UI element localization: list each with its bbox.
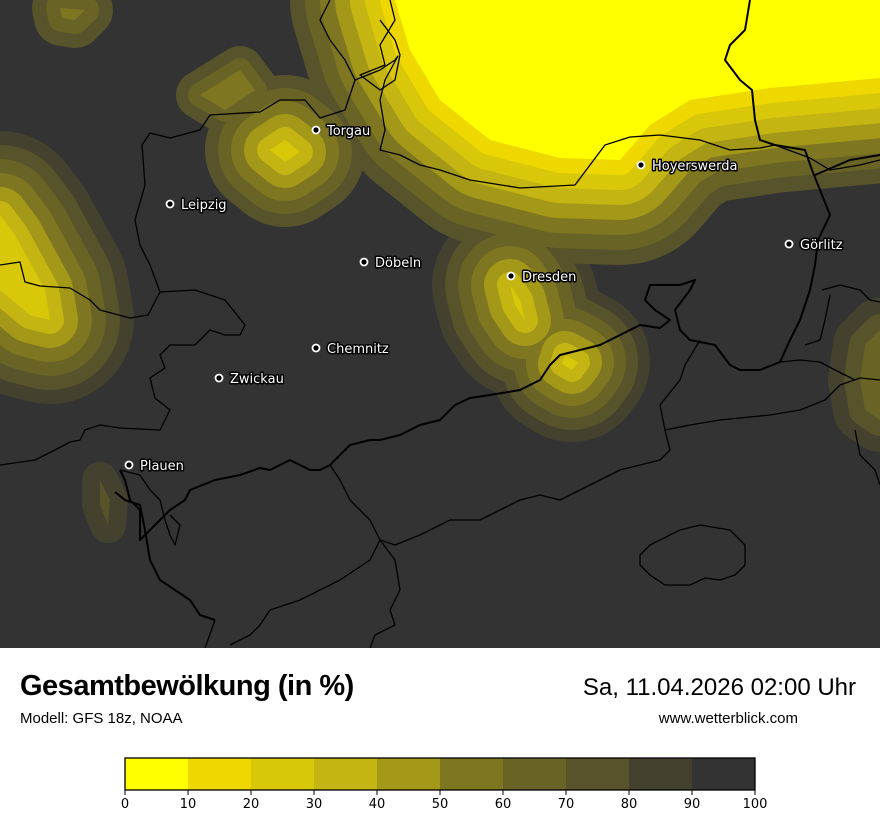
region-border: [854, 429, 880, 486]
cloud-contour-band: [100, 480, 110, 525]
legend-swatch: [188, 758, 252, 790]
city-döbeln: Döbeln: [359, 255, 423, 273]
legend-tick-label: 50: [432, 797, 449, 812]
city-torgau: Torgau: [311, 123, 372, 141]
city-dot-icon: [311, 125, 321, 135]
city-dot-icon: [359, 257, 369, 267]
legend-tick-label: 0: [121, 797, 129, 812]
legend-swatch: [566, 758, 630, 790]
city-plauen: Plauen: [124, 458, 185, 476]
legend-tick-label: 30: [306, 797, 323, 812]
country-border: [119, 469, 181, 546]
cloud-contour-band: [60, 8, 85, 20]
legend-tick-label: 60: [495, 797, 512, 812]
city-label: Hoyerswerda: [652, 159, 738, 174]
legend-swatch: [314, 758, 378, 790]
city-hoyerswerda: Hoyerswerda: [636, 158, 739, 176]
city-label: Dresden: [522, 270, 576, 285]
region-border: [804, 294, 831, 346]
legend-tick-label: 10: [180, 797, 197, 812]
city-dot-icon: [636, 160, 646, 170]
region-border: [204, 619, 216, 648]
city-label: Chemnitz: [327, 342, 389, 357]
region-border: [329, 339, 701, 546]
city-dresden: Dresden: [506, 269, 578, 287]
map-title: Gesamtbewölkung (in %): [20, 670, 354, 702]
city-leipzig: Leipzig: [165, 197, 228, 215]
cloud-contour-band: [200, 70, 255, 110]
legend-swatch: [440, 758, 504, 790]
legend-tick-label: 100: [743, 797, 768, 812]
legend-swatch: [692, 758, 756, 790]
cloud-contour-band: [0, 215, 50, 320]
legend-swatch: [251, 758, 315, 790]
model-info: Modell: GFS 18z, NOAA: [20, 710, 183, 727]
legend-tick-label: 20: [243, 797, 260, 812]
city-label: Leipzig: [181, 198, 227, 213]
state-border: [0, 0, 356, 319]
legend-tick-label: 90: [684, 797, 701, 812]
legend-swatch: [503, 758, 567, 790]
city-dot-icon: [124, 460, 134, 470]
city-markers: Torgau Hoyerswerda Leipzig Görlitz Döbeln Dre…: [124, 123, 844, 476]
website-link[interactable]: www.wetterblick.com: [658, 710, 798, 727]
region-border: [779, 359, 856, 381]
legend-swatch: [377, 758, 441, 790]
cloud-contour-band: [510, 285, 525, 320]
borders: [0, 0, 880, 648]
country-border: [814, 154, 880, 176]
legend-swatch: [125, 758, 189, 790]
state-border: [359, 0, 401, 91]
region-border: [821, 284, 880, 303]
region-border: [229, 539, 381, 646]
state-border: [0, 289, 246, 466]
cloud-contour-band: [860, 330, 880, 420]
cloud-cover-map: Torgau Hoyerswerda Leipzig Görlitz Döbeln Dre…: [0, 0, 880, 648]
legend-tick-label: 80: [621, 797, 638, 812]
city-dot-icon: [311, 343, 321, 353]
legend-tick-label: 40: [369, 797, 386, 812]
city-dot-icon: [784, 239, 794, 249]
city-label: Döbeln: [375, 256, 421, 271]
country-border: [119, 279, 781, 541]
city-label: Zwickau: [230, 372, 284, 387]
country-border: [114, 491, 216, 621]
country-border: [724, 0, 831, 363]
city-görlitz: Görlitz: [784, 237, 844, 255]
region-border: [664, 377, 880, 431]
forecast-datetime: Sa, 11.04.2026 02:00 Uhr: [582, 674, 856, 701]
cloud-contour-band: [395, 0, 880, 160]
city-zwickau: Zwickau: [214, 371, 285, 389]
city-chemnitz: Chemnitz: [311, 341, 390, 359]
region-border: [369, 539, 401, 648]
cloud-contour-band: [562, 355, 578, 370]
city-label: Torgau: [326, 124, 370, 139]
city-dot-icon: [214, 373, 224, 383]
legend-swatch: [629, 758, 693, 790]
color-legend: 0 10 20 30 40 50 60 70 80 90 100: [121, 757, 768, 812]
cloud-contour-band: [270, 140, 300, 162]
state-border: [354, 55, 880, 189]
city-label: Plauen: [140, 459, 184, 474]
cloud-contours: [0, 0, 880, 543]
legend-tick-label: 70: [558, 797, 575, 812]
city-dot-icon: [165, 199, 175, 209]
region-border: [639, 524, 746, 586]
city-dot-icon: [506, 271, 516, 281]
city-label: Görlitz: [800, 238, 843, 253]
